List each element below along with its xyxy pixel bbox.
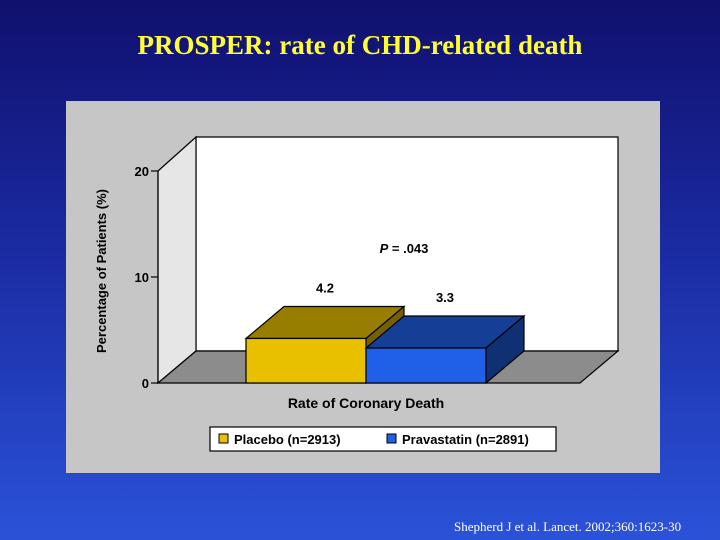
chart-panel: 0 10 20 4.2 3.3 P = .043 Percentage of Pati… [66, 101, 660, 473]
legend-label-placebo: Placebo (n=2913) [234, 432, 341, 447]
chart-side-wall [157, 135, 197, 385]
y-axis-label: Percentage of Patients (%) [94, 189, 109, 353]
legend-swatch-pravastatin [386, 433, 397, 444]
legend: Placebo (n=2913) Pravastatin (n=2891) [209, 426, 557, 452]
p-value-annotation: P = .043 [380, 241, 429, 256]
legend-box [209, 426, 557, 452]
bar-pravastatin [364, 314, 526, 385]
legend-swatch-placebo [218, 433, 229, 444]
y-tick-label: 10 [135, 270, 149, 285]
x-axis-label: Rate of Coronary Death [288, 395, 444, 411]
chart: 0 10 20 4.2 3.3 P = .043 Percentage of Pati… [94, 135, 620, 452]
citation: Shepherd J et al. Lancet. 2002;360:1623-… [454, 519, 682, 534]
bar-data-label: 3.3 [436, 290, 454, 305]
bar-front-face [365, 347, 487, 384]
slide-title: PROSPER: rate of CHD-related death [137, 30, 583, 60]
y-tick-label: 20 [135, 164, 149, 179]
legend-label-pravastatin: Pravastatin (n=2891) [402, 432, 529, 447]
y-tick-label: 0 [142, 376, 149, 391]
bar-data-label: 4.2 [316, 280, 334, 295]
bar-front-face [245, 337, 367, 384]
